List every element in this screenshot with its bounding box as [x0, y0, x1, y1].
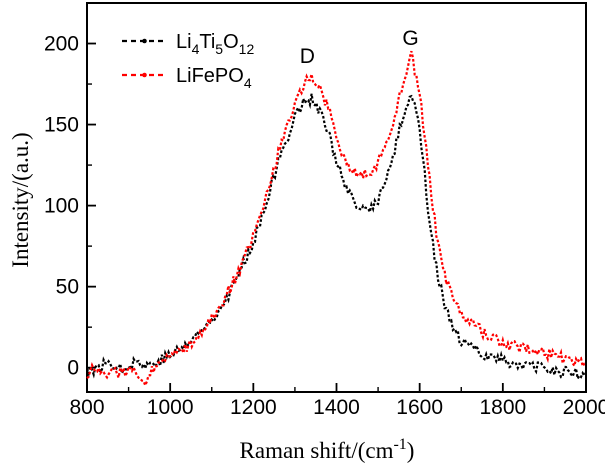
y-tick-label: 200	[44, 33, 79, 56]
x-tick-label: 1200	[230, 396, 277, 419]
legend-marker-LiFePO4	[142, 72, 147, 78]
plot-frame	[86, 2, 587, 393]
x-tick-label: 800	[69, 396, 104, 419]
peak-label-g: G	[402, 27, 418, 50]
x-tick-label: 1800	[479, 396, 526, 419]
legend-label-LiFePO4: LiFePO4	[176, 65, 252, 91]
peak-label-d: D	[300, 45, 315, 68]
y-axis-title: Intensity/(a.u.)	[8, 132, 33, 267]
x-axis-title: Raman shift/(cm-1)	[240, 436, 415, 463]
y-tick-label: 150	[44, 114, 79, 137]
x-tick-label: 1600	[396, 396, 443, 419]
legend-marker-Li4Ti5O12	[142, 38, 147, 44]
legend-label-Li4Ti5O12: Li4Ti5O12	[176, 31, 254, 57]
x-tick-label: 1400	[313, 396, 360, 419]
y-tick-label: 100	[44, 195, 79, 218]
x-tick-label: 2000	[563, 396, 605, 419]
x-tick-label: 1000	[147, 396, 194, 419]
y-tick-label: 0	[67, 357, 79, 380]
series-LiFePO4	[86, 50, 587, 389]
y-tick-label: 50	[56, 276, 79, 299]
